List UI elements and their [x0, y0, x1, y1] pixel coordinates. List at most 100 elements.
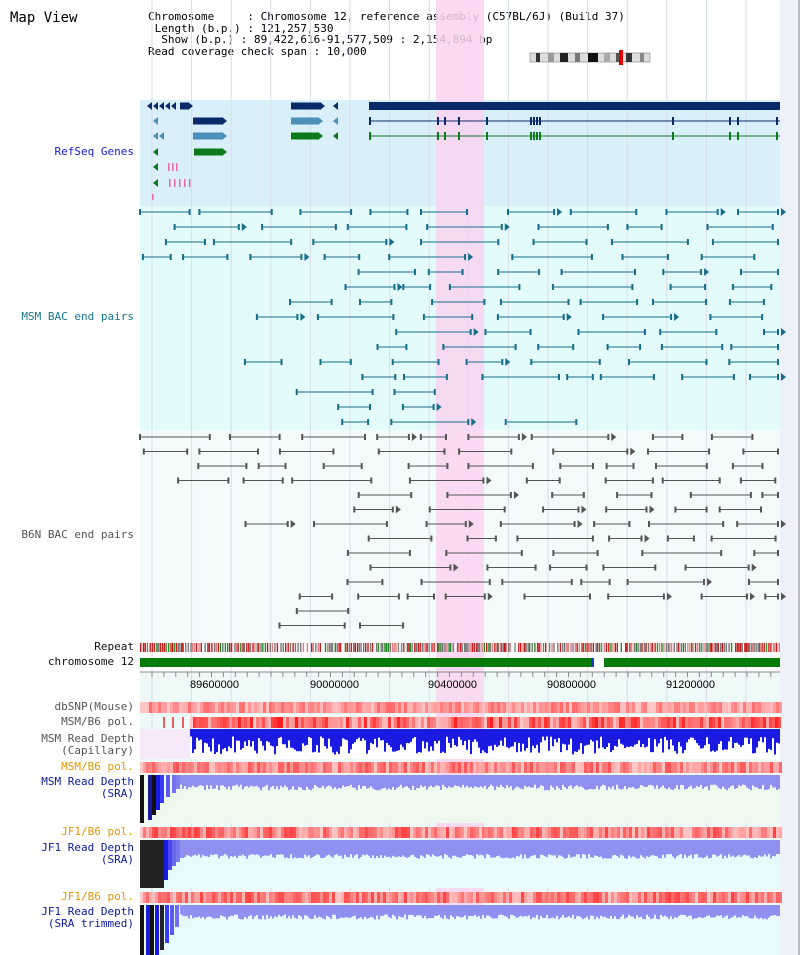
chromosome-ideogram[interactable] [529, 50, 651, 65]
repeat-element[interactable] [559, 643, 562, 652]
repeat-element[interactable] [372, 643, 374, 652]
repeat-element[interactable] [459, 643, 462, 652]
repeat-element[interactable] [570, 643, 572, 652]
repeat-element[interactable] [436, 643, 439, 652]
repeat-element[interactable] [778, 643, 780, 652]
repeat-element[interactable] [142, 643, 145, 652]
repeat-element[interactable] [306, 643, 309, 652]
chromosome-bar[interactable] [140, 658, 780, 667]
repeat-element[interactable] [365, 643, 367, 652]
repeat-element[interactable] [488, 643, 490, 652]
repeat-element[interactable] [256, 643, 258, 652]
repeat-element[interactable] [419, 643, 421, 652]
repeat-element[interactable] [620, 643, 622, 652]
repeat-element[interactable] [637, 643, 639, 652]
repeat-element[interactable] [444, 643, 446, 652]
repeat-element[interactable] [478, 643, 481, 652]
repeat-element[interactable] [527, 643, 529, 652]
gene-block[interactable] [369, 102, 780, 110]
repeat-element[interactable] [716, 643, 718, 652]
repeat-element[interactable] [222, 643, 224, 652]
repeat-element[interactable] [191, 643, 194, 652]
repeat-element[interactable] [531, 643, 533, 652]
repeat-element[interactable] [465, 643, 467, 652]
repeat-element[interactable] [469, 643, 471, 652]
repeat-element[interactable] [373, 643, 375, 652]
repeat-element[interactable] [735, 643, 737, 652]
repeat-element[interactable] [446, 643, 448, 652]
repeat-element[interactable] [551, 643, 553, 652]
repeat-element[interactable] [738, 643, 740, 652]
repeat-element[interactable] [562, 643, 564, 652]
repeat-element[interactable] [384, 643, 386, 652]
repeat-element[interactable] [725, 643, 728, 652]
repeat-element[interactable] [481, 643, 483, 652]
repeat-element[interactable] [712, 643, 714, 652]
repeat-element[interactable] [757, 643, 759, 652]
repeat-element[interactable] [589, 643, 591, 652]
repeat-element[interactable] [761, 643, 763, 652]
repeat-element[interactable] [566, 643, 568, 652]
repeat-element[interactable] [682, 643, 684, 652]
repeat-element[interactable] [414, 643, 416, 652]
gene-block[interactable] [180, 102, 188, 110]
repeat-element[interactable] [235, 643, 238, 652]
repeat-element[interactable] [204, 643, 206, 652]
repeat-element[interactable] [375, 643, 378, 652]
repeat-element[interactable] [308, 643, 311, 652]
repeat-element[interactable] [395, 643, 397, 652]
repeat-element[interactable] [523, 643, 526, 652]
repeat-element[interactable] [171, 643, 174, 652]
repeat-element[interactable] [687, 643, 689, 652]
repeat-element[interactable] [356, 643, 359, 652]
repeat-element[interactable] [598, 643, 601, 652]
repeat-element[interactable] [590, 643, 592, 652]
repeat-element[interactable] [518, 643, 520, 652]
repeat-element[interactable] [198, 643, 200, 652]
repeat-element[interactable] [618, 643, 621, 652]
repeat-element[interactable] [406, 643, 409, 652]
repeat-element[interactable] [181, 643, 183, 652]
repeat-element[interactable] [494, 643, 496, 652]
repeat-element[interactable] [629, 643, 631, 652]
repeat-element[interactable] [765, 643, 768, 652]
repeat-element[interactable] [694, 643, 697, 652]
repeat-element[interactable] [297, 643, 299, 652]
repeat-element[interactable] [525, 643, 527, 652]
chromosome-segment[interactable] [604, 658, 780, 667]
repeat-element[interactable] [334, 643, 336, 652]
repeat-element[interactable] [520, 643, 522, 652]
repeat-element[interactable] [600, 643, 603, 652]
repeat-element[interactable] [625, 643, 627, 652]
repeat-element[interactable] [736, 643, 739, 652]
repeat-element[interactable] [705, 643, 707, 652]
repeat-element[interactable] [529, 643, 531, 652]
repeat-element[interactable] [409, 643, 411, 652]
repeat-element[interactable] [363, 643, 365, 652]
repeat-element[interactable] [689, 643, 691, 652]
repeat-element[interactable] [393, 643, 395, 652]
repeat-element[interactable] [483, 643, 486, 652]
repeat-element[interactable] [421, 643, 424, 652]
repeat-element[interactable] [266, 643, 269, 652]
repeat-element[interactable] [254, 643, 256, 652]
repeat-element[interactable] [452, 643, 454, 652]
repeat-element[interactable] [522, 643, 524, 652]
repeat-element[interactable] [264, 643, 267, 652]
repeat-element[interactable] [643, 643, 646, 652]
repeat-track[interactable] [140, 643, 780, 652]
repeat-element[interactable] [730, 643, 733, 652]
repeat-element[interactable] [403, 643, 405, 652]
repeat-element[interactable] [426, 643, 428, 652]
repeat-element[interactable] [354, 643, 356, 652]
repeat-element[interactable] [477, 643, 479, 652]
repeat-element[interactable] [243, 643, 245, 652]
repeat-element[interactable] [262, 643, 264, 652]
repeat-element[interactable] [185, 643, 187, 652]
repeat-element[interactable] [344, 643, 347, 652]
repeat-element[interactable] [720, 643, 722, 652]
repeat-element[interactable] [170, 643, 172, 652]
repeat-element[interactable] [605, 643, 608, 652]
repeat-element[interactable] [385, 643, 388, 652]
repeat-element[interactable] [140, 643, 142, 652]
